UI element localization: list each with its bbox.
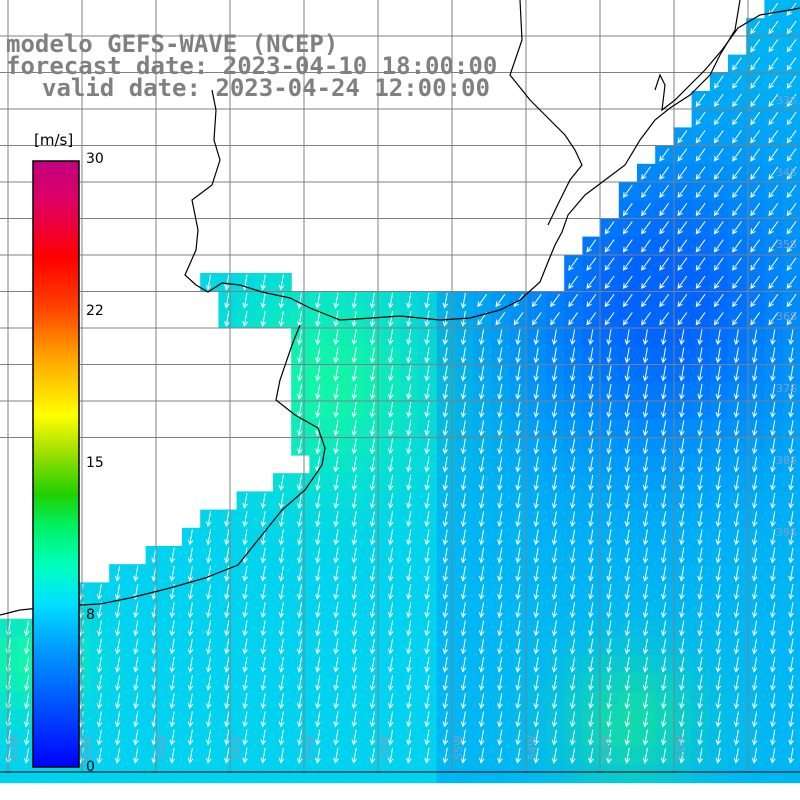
lon-label: 60W: [82, 735, 95, 760]
colorbar-tick-22: 22: [86, 303, 104, 319]
lon-label: 56W: [378, 735, 391, 760]
coastline-northeast: [654, 7, 800, 112]
lon-label: 52W: [674, 735, 687, 760]
map-title-model: modelo GEFS-WAVE (NCEP): [6, 30, 339, 58]
lon-label: 61W: [8, 735, 21, 760]
lat-label: 33S: [776, 94, 797, 107]
colorbar-tick-15: 15: [86, 455, 104, 471]
lat-label: 36S: [776, 310, 797, 323]
coastline-inner: [0, 324, 326, 616]
coastline: [184, 0, 741, 321]
lon-label: 54W: [526, 735, 539, 760]
map-title-valid-date: valid date: 2023-04-24 12:00:00: [42, 74, 490, 102]
lat-label: 37S: [776, 382, 797, 395]
lat-label: 38S: [776, 454, 797, 467]
coastline-north: [509, 0, 583, 226]
lon-label: 58W: [230, 735, 243, 760]
colorbar-unit: [m/s]: [34, 131, 74, 149]
colorbar-tick-8: 8: [86, 607, 95, 623]
lon-label: 53W: [600, 735, 613, 760]
colorbar-tick-30: 30: [86, 151, 104, 167]
lat-label: 39S: [776, 526, 797, 539]
colorbar: [32, 160, 80, 768]
lat-label: 35S: [776, 238, 797, 251]
lon-label: 55W: [452, 735, 465, 760]
colorbar-tick-0: 0: [86, 759, 95, 775]
lon-label: 57W: [304, 735, 317, 760]
lat-label: 34S: [776, 166, 797, 179]
lon-label: 59W: [156, 735, 169, 760]
map-title-forecast-date: forecast date: 2023-04-10 18:00:00: [6, 52, 498, 80]
lat-lon-grid: [0, 0, 800, 773]
